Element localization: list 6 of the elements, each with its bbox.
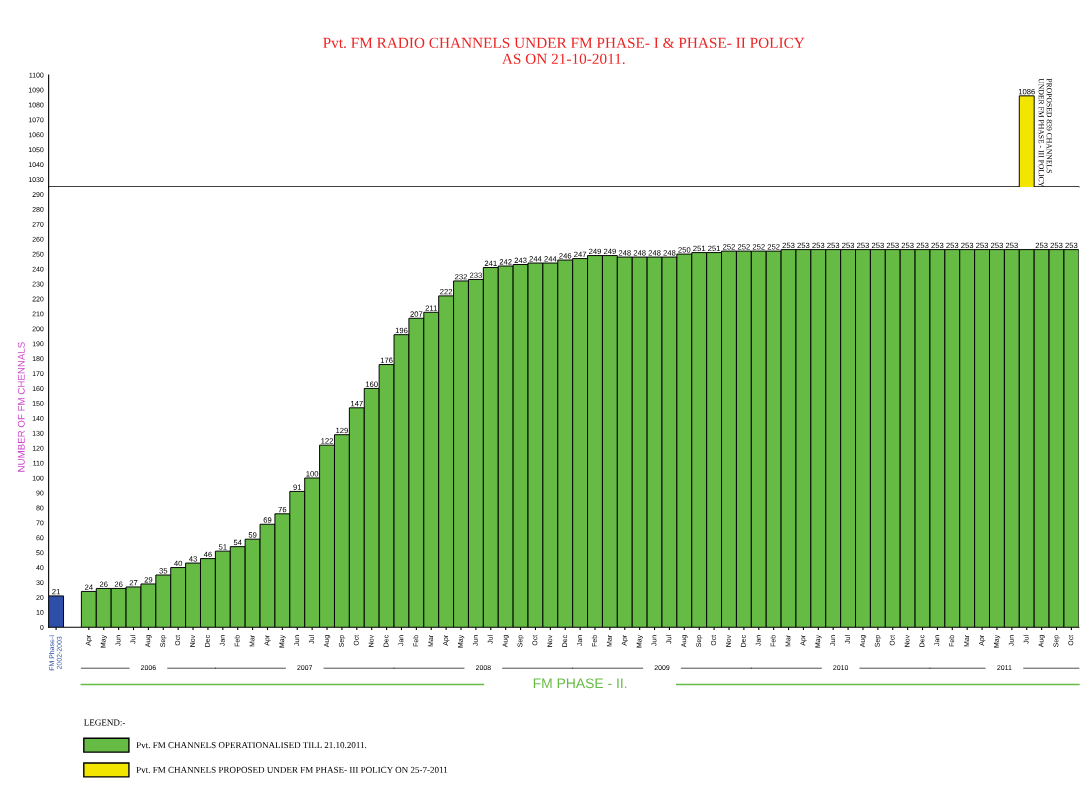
y-axis-title: NUMBER OF FM CHENNALS — [17, 342, 25, 472]
legend-label: Pvt. FM CHANNELS OPERATIONALISED TILL 21.10.2011. — [136, 742, 367, 749]
legend-label: Pvt. FM CHANNELS PROPOSED UNDER FM PHASE- III POLICY ON 25-7-2011 — [136, 766, 448, 773]
legend-title: LEGEND:- — [84, 719, 126, 726]
text: FM PHASE - II. — [533, 678, 627, 689]
chart-title: Pvt. FM RADIO CHANNELS UNDER FM PHASE- I & PHASE- II POLICY AS ON 21-10-2011. — [323, 37, 805, 65]
